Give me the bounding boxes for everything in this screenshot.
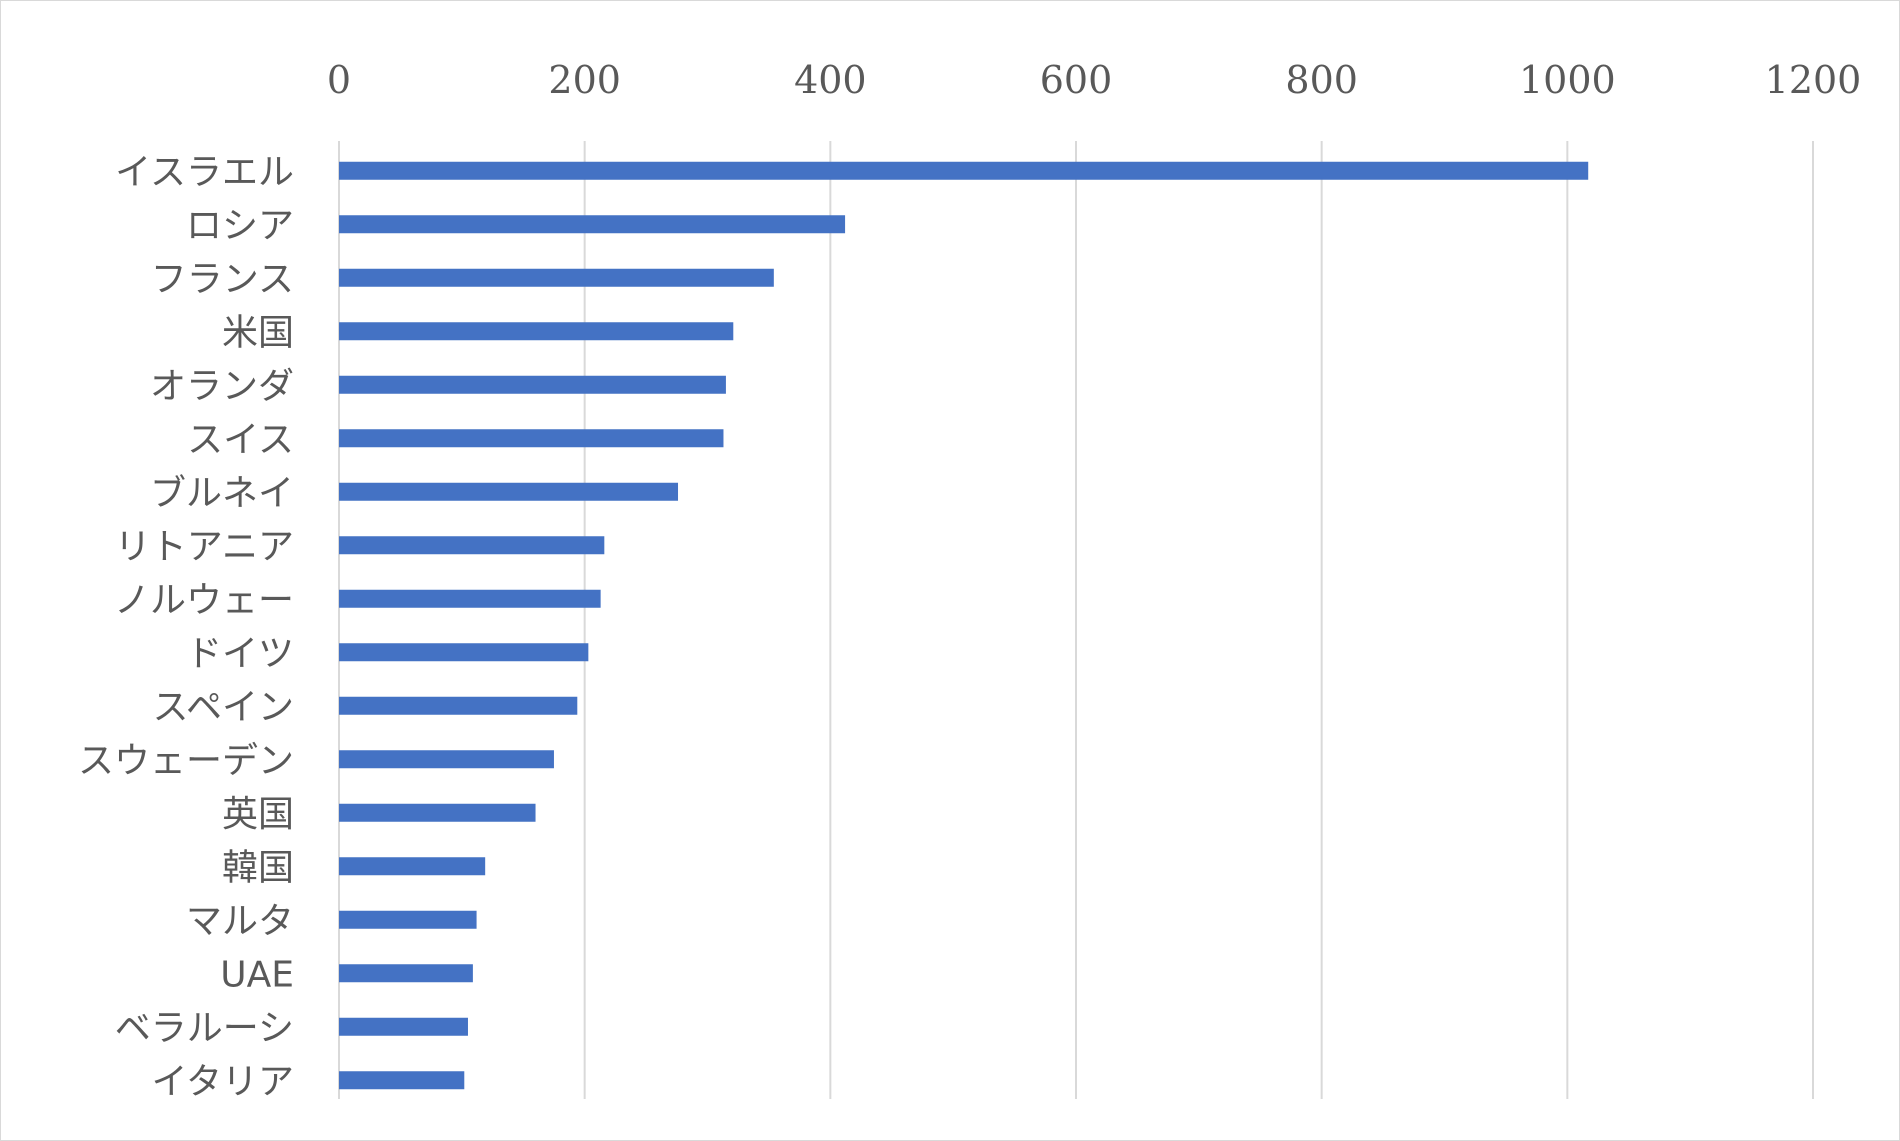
- bar: [339, 750, 554, 769]
- x-tick-label: 600: [1040, 58, 1113, 102]
- bar: [339, 322, 734, 341]
- category-labels: イスラエルロシアフランス米国オランダスイスブルネイリトアニアノルウェードイツスペ…: [78, 152, 294, 1103]
- gridlines: [338, 141, 1814, 1099]
- category-label: ブルネイ: [150, 473, 294, 514]
- category-label: スイス: [187, 419, 294, 460]
- bar: [339, 1071, 465, 1090]
- x-tick-label: 800: [1285, 58, 1358, 102]
- x-tick-label: 1000: [1519, 58, 1616, 102]
- category-label: ドイツ: [186, 633, 294, 674]
- category-label: ベラルーシ: [115, 1008, 294, 1049]
- bar: [339, 161, 1589, 180]
- category-label: フランス: [151, 259, 294, 300]
- bar: [339, 482, 679, 501]
- category-label: ノルウェー: [114, 580, 294, 621]
- x-tick-label: 200: [548, 58, 621, 102]
- x-axis-ticks: 0 200 400 600 800 1000 1200: [327, 58, 1861, 102]
- bar: [339, 536, 605, 555]
- bar: [339, 215, 846, 234]
- category-label: 韓国: [222, 847, 294, 888]
- category-label: スウェーデン: [78, 740, 294, 781]
- bars: [339, 161, 1589, 1090]
- category-label: ロシア: [186, 205, 294, 246]
- bar: [339, 429, 724, 448]
- category-label: UAE: [220, 954, 294, 995]
- bar: [339, 375, 726, 394]
- bar: [339, 643, 589, 662]
- category-label: リトアニア: [115, 526, 294, 567]
- bar: [339, 696, 578, 715]
- category-label: 英国: [222, 794, 294, 835]
- x-tick-label: 400: [794, 58, 867, 102]
- x-tick-label: 1200: [1765, 58, 1862, 102]
- bar: [339, 910, 477, 929]
- bar: [339, 964, 473, 983]
- category-label: イタリア: [151, 1061, 294, 1102]
- bar: [339, 589, 601, 608]
- category-label: 米国: [222, 312, 294, 353]
- bar: [339, 803, 536, 822]
- bar: [339, 1017, 468, 1036]
- bar: [339, 857, 486, 876]
- x-tick-label: 0: [327, 58, 351, 102]
- bar: [339, 268, 774, 287]
- category-label: オランダ: [150, 366, 294, 407]
- category-label: スペイン: [153, 687, 294, 728]
- category-label: イスラエル: [115, 152, 294, 193]
- category-label: マルタ: [186, 901, 294, 942]
